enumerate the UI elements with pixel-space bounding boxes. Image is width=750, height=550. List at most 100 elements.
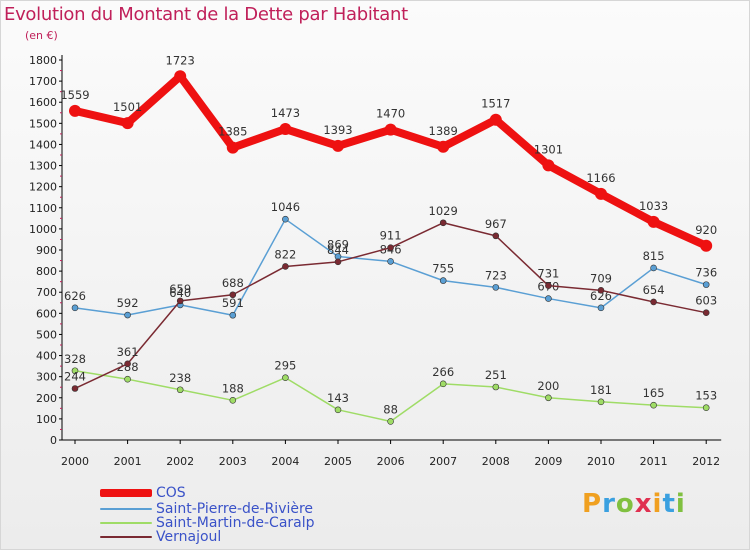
data-label: 1393: [323, 123, 352, 137]
data-point: [384, 123, 397, 136]
data-label: 1470: [376, 107, 405, 121]
data-label: 1723: [166, 53, 195, 67]
legend-item: Saint-Martin-de-Caralp: [100, 516, 315, 530]
data-point: [542, 159, 555, 172]
data-point: [700, 239, 713, 252]
x-tick-label: 2012: [692, 455, 720, 468]
data-point: [647, 215, 660, 228]
data-point: [650, 264, 657, 272]
data-label: 1473: [271, 106, 300, 120]
data-point: [702, 309, 710, 317]
data-point: [650, 401, 657, 409]
x-tick-label: 2002: [166, 455, 194, 468]
data-point: [71, 367, 79, 375]
y-tick-label: 1500: [29, 117, 57, 130]
data-point: [387, 258, 394, 265]
data-label: 200: [537, 379, 559, 393]
data-label: 755: [432, 262, 454, 276]
y-tick-label: 800: [36, 265, 57, 278]
y-tick-label: 1800: [29, 54, 57, 67]
data-label: 238: [169, 371, 191, 385]
data-label: 1385: [218, 125, 247, 139]
x-tick-label: 2003: [219, 455, 247, 468]
data-label: 920: [695, 223, 717, 237]
data-point: [545, 295, 552, 302]
data-label: 1166: [586, 171, 615, 185]
data-label: 266: [432, 365, 454, 379]
x-tick-label: 2007: [429, 455, 457, 468]
data-point: [334, 406, 342, 414]
y-tick-label: 300: [36, 371, 57, 384]
y-tick-label: 900: [36, 244, 57, 257]
data-point: [545, 282, 552, 289]
data-point: [69, 104, 81, 117]
data-label: 1517: [481, 97, 510, 111]
data-label: 736: [695, 266, 717, 280]
data-label: 603: [695, 294, 717, 308]
data-point: [387, 418, 394, 425]
data-label: 1559: [60, 88, 89, 102]
legend-swatch: [100, 536, 152, 538]
data-point: [332, 139, 344, 152]
data-label: 709: [590, 271, 612, 285]
data-point: [492, 232, 500, 240]
data-label: 1033: [639, 199, 668, 213]
y-tick-label: 1700: [29, 75, 57, 88]
data-label: 328: [64, 352, 86, 366]
data-point: [71, 385, 79, 392]
data-label: 640: [169, 286, 191, 300]
x-tick-label: 2010: [587, 455, 615, 468]
y-tick-label: 500: [36, 328, 57, 341]
data-point: [226, 141, 239, 154]
data-label: 1301: [534, 142, 563, 156]
data-label: 1501: [113, 100, 142, 114]
data-point: [282, 263, 289, 270]
data-label: 626: [590, 289, 612, 303]
data-point: [597, 287, 605, 294]
x-tick-label: 2001: [114, 455, 142, 468]
data-label: 592: [117, 296, 139, 310]
y-tick-label: 1100: [29, 202, 57, 215]
data-point: [492, 284, 500, 291]
data-label: 165: [643, 386, 665, 400]
y-tick-label: 1300: [29, 160, 57, 173]
data-point: [176, 386, 184, 394]
data-label: 1029: [429, 204, 458, 218]
data-point: [492, 383, 500, 391]
data-point: [595, 187, 607, 200]
data-point: [702, 281, 710, 288]
data-label: 188: [222, 381, 244, 395]
y-tick-label: 400: [36, 350, 57, 363]
data-label: 591: [222, 296, 244, 310]
data-label: 1389: [429, 124, 458, 138]
data-point: [439, 219, 447, 227]
data-label: 844: [327, 243, 349, 257]
legend-item: Vernajoul: [100, 530, 221, 544]
legend-swatch: [100, 522, 152, 524]
x-tick-label: 2000: [61, 455, 89, 468]
data-label: 911: [380, 229, 402, 243]
data-label: 251: [485, 368, 507, 382]
data-label: 731: [537, 267, 559, 281]
data-label: 88: [383, 402, 398, 416]
data-label: 143: [327, 391, 349, 405]
data-point: [439, 380, 447, 388]
x-tick-label: 2006: [377, 455, 405, 468]
data-label: 723: [485, 268, 507, 282]
y-tick-label: 0: [50, 434, 57, 447]
data-point: [229, 311, 237, 319]
data-point: [174, 70, 187, 83]
data-point: [597, 398, 605, 406]
data-point: [439, 277, 447, 284]
data-point: [437, 140, 450, 153]
data-point: [124, 375, 131, 383]
chart-subtitle: (en €): [25, 29, 58, 42]
data-label: 654: [643, 283, 665, 297]
data-point: [71, 304, 79, 312]
data-point: [229, 397, 237, 404]
y-tick-label: 700: [36, 286, 57, 299]
data-label: 869: [327, 238, 349, 252]
data-label: 181: [590, 383, 612, 397]
